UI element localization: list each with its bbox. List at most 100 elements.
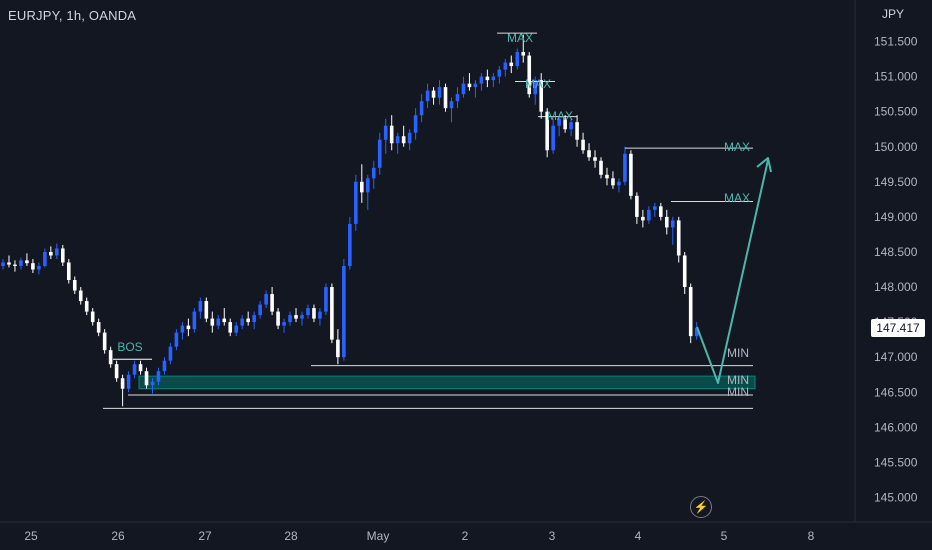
candle-body: [114, 364, 119, 379]
y-tick-label: 151.000: [874, 70, 918, 84]
candle-body: [318, 311, 322, 319]
candle-body: [55, 248, 59, 256]
candle-body: [216, 318, 221, 326]
x-tick-label: 27: [198, 529, 212, 543]
candle-body: [264, 294, 268, 305]
candle-body: [144, 371, 149, 386]
y-tick-label: 148.500: [874, 245, 918, 259]
projection-arrowhead: [756, 157, 772, 173]
candle-body: [389, 125, 394, 144]
candle-body: [234, 325, 239, 333]
candle-body: [509, 62, 514, 67]
symbol-title[interactable]: EURJPY, 1h, OANDA: [8, 8, 137, 23]
x-tick-label: 3: [549, 529, 556, 543]
candle-body: [449, 101, 454, 109]
candle-body: [90, 311, 95, 323]
candle-body: [31, 263, 35, 270]
candle-body: [527, 55, 532, 95]
candle-body: [288, 315, 292, 323]
x-tick-label: 28: [284, 529, 298, 543]
bos-label: BOS: [117, 340, 142, 354]
candle-body: [180, 325, 185, 333]
candle-body: [324, 287, 328, 312]
candle-body: [222, 318, 227, 323]
candle-body: [240, 318, 244, 326]
y-tick-label: 150.500: [874, 105, 918, 119]
candle-body: [617, 181, 621, 186]
candle-body: [348, 223, 352, 266]
candle-body: [676, 220, 681, 256]
candle-body: [306, 308, 310, 316]
candle-body: [611, 178, 615, 186]
candle-body: [25, 260, 29, 264]
projection-path: [696, 159, 769, 384]
candle-body: [407, 132, 412, 144]
lightning-icon[interactable]: ⚡: [690, 496, 712, 518]
candle-body: [312, 308, 316, 319]
candle-body: [605, 174, 609, 179]
min-label: MIN: [727, 373, 749, 387]
y-tick-label: 149.500: [874, 175, 918, 189]
candle-body: [551, 125, 555, 151]
x-tick-label: 25: [24, 529, 38, 543]
candle-body: [120, 378, 125, 389]
candle-body: [132, 364, 137, 375]
candle-body: [246, 318, 250, 323]
candle-body: [258, 304, 262, 316]
candle-body: [276, 311, 280, 326]
candle-body: [623, 153, 627, 182]
candle-body: [664, 216, 669, 228]
y-tick-label: 148.000: [874, 280, 918, 294]
candle-body: [186, 325, 191, 330]
candle-body: [371, 167, 376, 179]
candle-body: [19, 260, 23, 266]
candle-body: [1, 262, 5, 266]
candle-body: [61, 248, 65, 263]
candle-body: [413, 115, 418, 133]
candle-body: [539, 80, 543, 112]
y-tick-label: 145.500: [874, 455, 918, 469]
y-tick-label: 149.000: [874, 210, 918, 224]
candle-body: [473, 83, 478, 88]
candle-body: [425, 90, 430, 102]
candle-body: [270, 294, 274, 312]
y-tick-label: 151.500: [874, 35, 918, 49]
candle-body: [587, 150, 591, 158]
x-tick-label: May: [367, 529, 390, 543]
candle-body: [641, 216, 645, 221]
candle-body: [336, 339, 340, 358]
candle-body: [354, 181, 358, 224]
candle-body: [437, 87, 442, 98]
x-tick-label: 2: [462, 529, 469, 543]
candle-body: [228, 322, 233, 333]
candle-body: [204, 301, 209, 319]
candle-body: [126, 374, 131, 389]
y-tick-label: 150.000: [874, 140, 918, 154]
candle-body: [455, 94, 460, 102]
candle-body: [485, 76, 490, 81]
candle-body: [198, 301, 203, 312]
candle-body: [581, 139, 585, 151]
candle-body: [150, 381, 155, 386]
candle-body: [330, 287, 334, 340]
candle-body: [647, 209, 651, 221]
last-price-badge: 147.417: [871, 319, 925, 337]
candle-body: [7, 262, 11, 265]
max-label: MAX: [724, 140, 750, 154]
max-label: MAX: [525, 77, 551, 91]
candle-body: [569, 122, 573, 130]
candle-body: [72, 280, 77, 291]
candle-body: [461, 83, 466, 95]
candle-body: [13, 264, 17, 266]
candle-body: [252, 315, 256, 323]
currency-label: JPY: [881, 7, 904, 21]
candle-body: [401, 136, 406, 144]
candle-body: [431, 90, 436, 98]
candle-body: [294, 315, 298, 319]
candle-body: [533, 80, 538, 95]
max-label: MAX: [507, 31, 533, 45]
candle-body: [383, 125, 388, 140]
x-tick-label: 8: [808, 529, 815, 543]
